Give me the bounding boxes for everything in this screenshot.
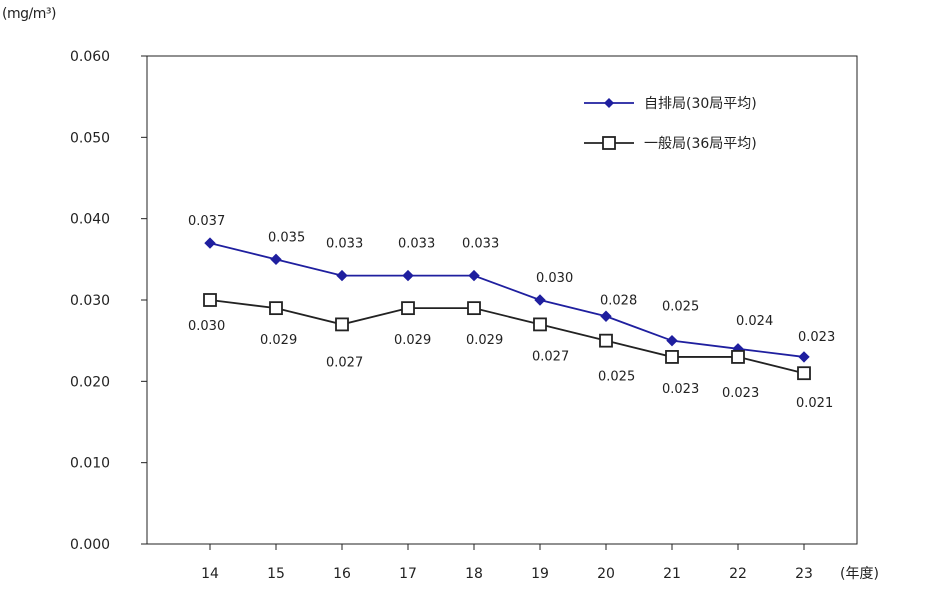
y-tick-label: 0.030 xyxy=(70,293,110,309)
y-tick-label: 0.000 xyxy=(70,537,110,553)
x-tick-label: 22 xyxy=(729,566,747,582)
legend-label: 自排局(30局平均) xyxy=(644,96,757,112)
data-point-marker xyxy=(731,350,745,364)
data-point-marker xyxy=(204,237,216,249)
data-label: 0.023 xyxy=(722,386,759,401)
data-label: 0.025 xyxy=(598,370,635,385)
data-point-marker xyxy=(797,366,811,381)
x-tick-label: 15 xyxy=(267,566,285,582)
legend-marker xyxy=(602,136,616,150)
x-tick-label: 17 xyxy=(399,566,417,582)
series-line-1 xyxy=(209,299,805,375)
legend-label: 一般局(36局平均) xyxy=(644,136,757,152)
y-tick-label: 0.010 xyxy=(70,456,110,472)
data-point-marker xyxy=(600,310,612,322)
x-tick-label: 18 xyxy=(465,566,483,582)
data-point-marker xyxy=(203,293,217,307)
x-tick-label: 21 xyxy=(663,566,681,582)
y-tick-label: 0.060 xyxy=(70,49,110,65)
data-point-marker xyxy=(599,333,613,348)
x-tick-label: 23 xyxy=(795,566,813,582)
data-label: 0.023 xyxy=(798,330,835,345)
x-tick-label: 16 xyxy=(333,566,351,582)
data-point-marker xyxy=(335,317,349,332)
data-label: 0.027 xyxy=(326,355,363,370)
data-label: 0.027 xyxy=(532,349,569,364)
x-axis-unit: (年度) xyxy=(840,566,879,582)
data-label: 0.037 xyxy=(188,214,225,229)
data-label: 0.029 xyxy=(466,333,503,348)
data-label: 0.023 xyxy=(662,382,699,397)
data-label: 0.028 xyxy=(600,293,637,308)
data-point-marker xyxy=(269,301,283,316)
plot-area-frame xyxy=(146,55,858,545)
y-axis-unit: (mg/m³) xyxy=(2,6,56,22)
data-point-marker xyxy=(270,253,282,266)
x-tick-label: 19 xyxy=(531,566,549,582)
data-label: 0.035 xyxy=(268,230,305,245)
legend: 自排局(30局平均) 一般局(36局平均) xyxy=(584,96,757,152)
data-point-marker xyxy=(467,301,481,316)
data-label: 0.030 xyxy=(536,271,573,286)
y-tick-label: 0.020 xyxy=(70,374,110,390)
data-point-marker xyxy=(665,350,679,364)
y-tick-label: 0.040 xyxy=(70,212,110,228)
data-point-marker xyxy=(468,269,480,282)
data-point-marker xyxy=(666,334,678,347)
series-line-0 xyxy=(209,242,805,358)
data-label: 0.033 xyxy=(326,237,363,252)
data-label: 0.033 xyxy=(398,237,435,252)
data-label: 0.029 xyxy=(260,333,297,348)
data-point-marker xyxy=(401,301,415,316)
data-point-marker xyxy=(336,269,348,282)
data-label: 0.030 xyxy=(188,319,225,334)
y-tick-label: 0.050 xyxy=(70,130,110,146)
data-label: 0.033 xyxy=(462,237,499,252)
data-label: 0.025 xyxy=(662,300,699,315)
data-label: 0.029 xyxy=(394,333,431,348)
data-point-marker xyxy=(533,317,547,332)
x-tick-label: 20 xyxy=(597,566,615,582)
data-point-marker xyxy=(402,269,414,282)
data-point-marker xyxy=(798,351,810,363)
legend-marker xyxy=(604,98,614,108)
x-tick-label: 14 xyxy=(201,566,219,582)
data-label: 0.024 xyxy=(736,314,773,329)
data-label: 0.021 xyxy=(796,396,833,411)
data-point-marker xyxy=(534,294,546,306)
